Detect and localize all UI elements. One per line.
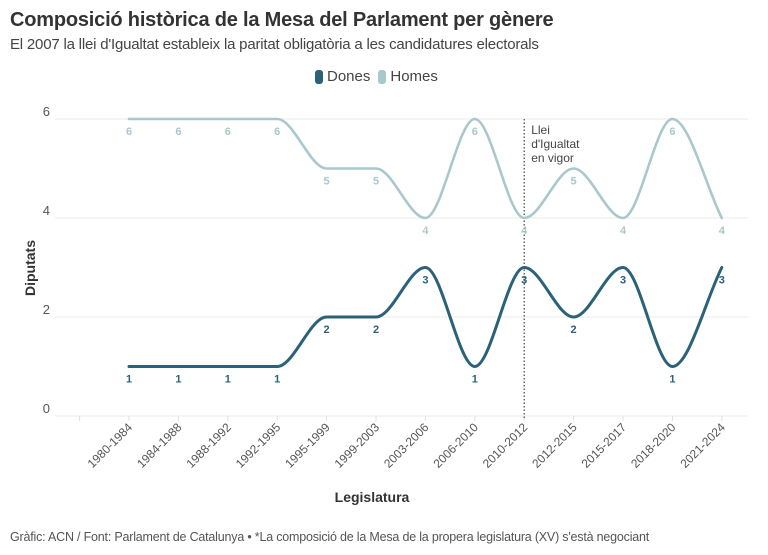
y-tick-label: 4 — [43, 203, 50, 218]
legend-swatch-homes — [378, 69, 387, 84]
x-tick-label: 1999-2003 — [332, 420, 383, 471]
data-label-homes: 5 — [373, 176, 379, 188]
y-axis-ticks: 0 2 4 6 — [43, 104, 50, 416]
data-label-dones: 1 — [175, 374, 181, 386]
x-tick-label: 1995-1999 — [282, 420, 333, 471]
x-tick-label: 1984-1988 — [134, 420, 185, 471]
data-label-dones: 1 — [669, 374, 675, 386]
series-line-dones — [127, 265, 724, 369]
legend-label-dones: Dones — [327, 68, 371, 85]
x-axis-label: Legislatura — [335, 489, 410, 505]
series-line-homes — [127, 117, 724, 220]
data-label-homes: 4 — [620, 225, 627, 237]
data-label-dones: 2 — [571, 324, 577, 336]
y-tick-label: 0 — [43, 401, 50, 416]
legend-swatch-dones — [315, 69, 323, 84]
data-label-homes: 6 — [126, 126, 132, 138]
data-label-homes: 6 — [669, 126, 675, 138]
data-label-dones: 2 — [324, 324, 330, 336]
data-label-homes: 6 — [175, 126, 181, 138]
data-label-dones: 3 — [521, 275, 527, 287]
footer-source: Gràfic: ACN / Font: Parlament de Catalun… — [10, 530, 650, 544]
data-label-dones: 3 — [719, 275, 725, 287]
chart-subtitle: El 2007 la llei d'Igualtat estableix la … — [10, 36, 539, 53]
data-label-dones: 3 — [422, 275, 428, 287]
data-label-homes: 6 — [472, 126, 478, 138]
x-tick-label: 2021-2024 — [677, 420, 728, 471]
data-label-homes: 4 — [422, 225, 429, 237]
chart-title: Composició històrica de la Mesa del Parl… — [10, 9, 554, 31]
legend: Dones Homes — [315, 68, 438, 85]
x-tick-label: 2015-2017 — [579, 420, 630, 471]
y-axis-label: Diputats — [22, 240, 38, 296]
x-tick-label: 1980-1984 — [85, 420, 136, 471]
legend-item-dones[interactable]: Dones — [315, 68, 370, 85]
x-tick-label: 1992-1995 — [233, 420, 284, 471]
data-label-dones: 3 — [620, 275, 626, 287]
x-axis-ticks: 1980-19841984-19881988-19921992-19951995… — [79, 416, 728, 471]
series-lines — [127, 117, 724, 369]
x-tick-label: 2012-2015 — [529, 420, 580, 471]
annotation-text-line: d'Igualtat — [531, 137, 580, 151]
x-tick-label: 2003-2006 — [381, 420, 432, 471]
data-labels: 6 6 6 6 5 5 4 6 4 5 4 6 4 1 1 1 1 2 2 3 1 3 2 3 1 3 — [126, 126, 726, 386]
legend-label-homes: Homes — [390, 68, 438, 85]
y-tick-label: 6 — [43, 104, 50, 119]
data-label-homes: 6 — [225, 126, 231, 138]
data-label-homes: 5 — [324, 176, 330, 188]
data-label-homes: 4 — [719, 225, 726, 237]
annotation-text-line: Llei — [531, 123, 550, 137]
data-label-dones: 1 — [472, 374, 478, 386]
data-label-dones: 1 — [274, 374, 280, 386]
x-tick-label: 1988-1992 — [183, 420, 234, 471]
data-label-dones: 2 — [373, 324, 379, 336]
data-label-dones: 1 — [126, 374, 132, 386]
data-label-dones: 1 — [225, 374, 231, 386]
x-tick-label: 2018-2020 — [628, 420, 679, 471]
annotation: Llei d'Igualtat en vigor — [523, 119, 580, 418]
x-tick-label: 2006-2010 — [430, 420, 481, 471]
gridlines — [55, 118, 748, 417]
data-label-homes: 5 — [571, 176, 577, 188]
annotation-text-line: en vigor — [531, 151, 574, 165]
data-label-homes: 6 — [274, 126, 280, 138]
annotation-text: Llei d'Igualtat en vigor — [531, 123, 580, 165]
x-tick-label: 2010-2012 — [480, 420, 531, 471]
y-tick-label: 2 — [43, 302, 50, 317]
legend-item-homes[interactable]: Homes — [378, 68, 438, 85]
data-label-homes: 4 — [521, 225, 528, 237]
